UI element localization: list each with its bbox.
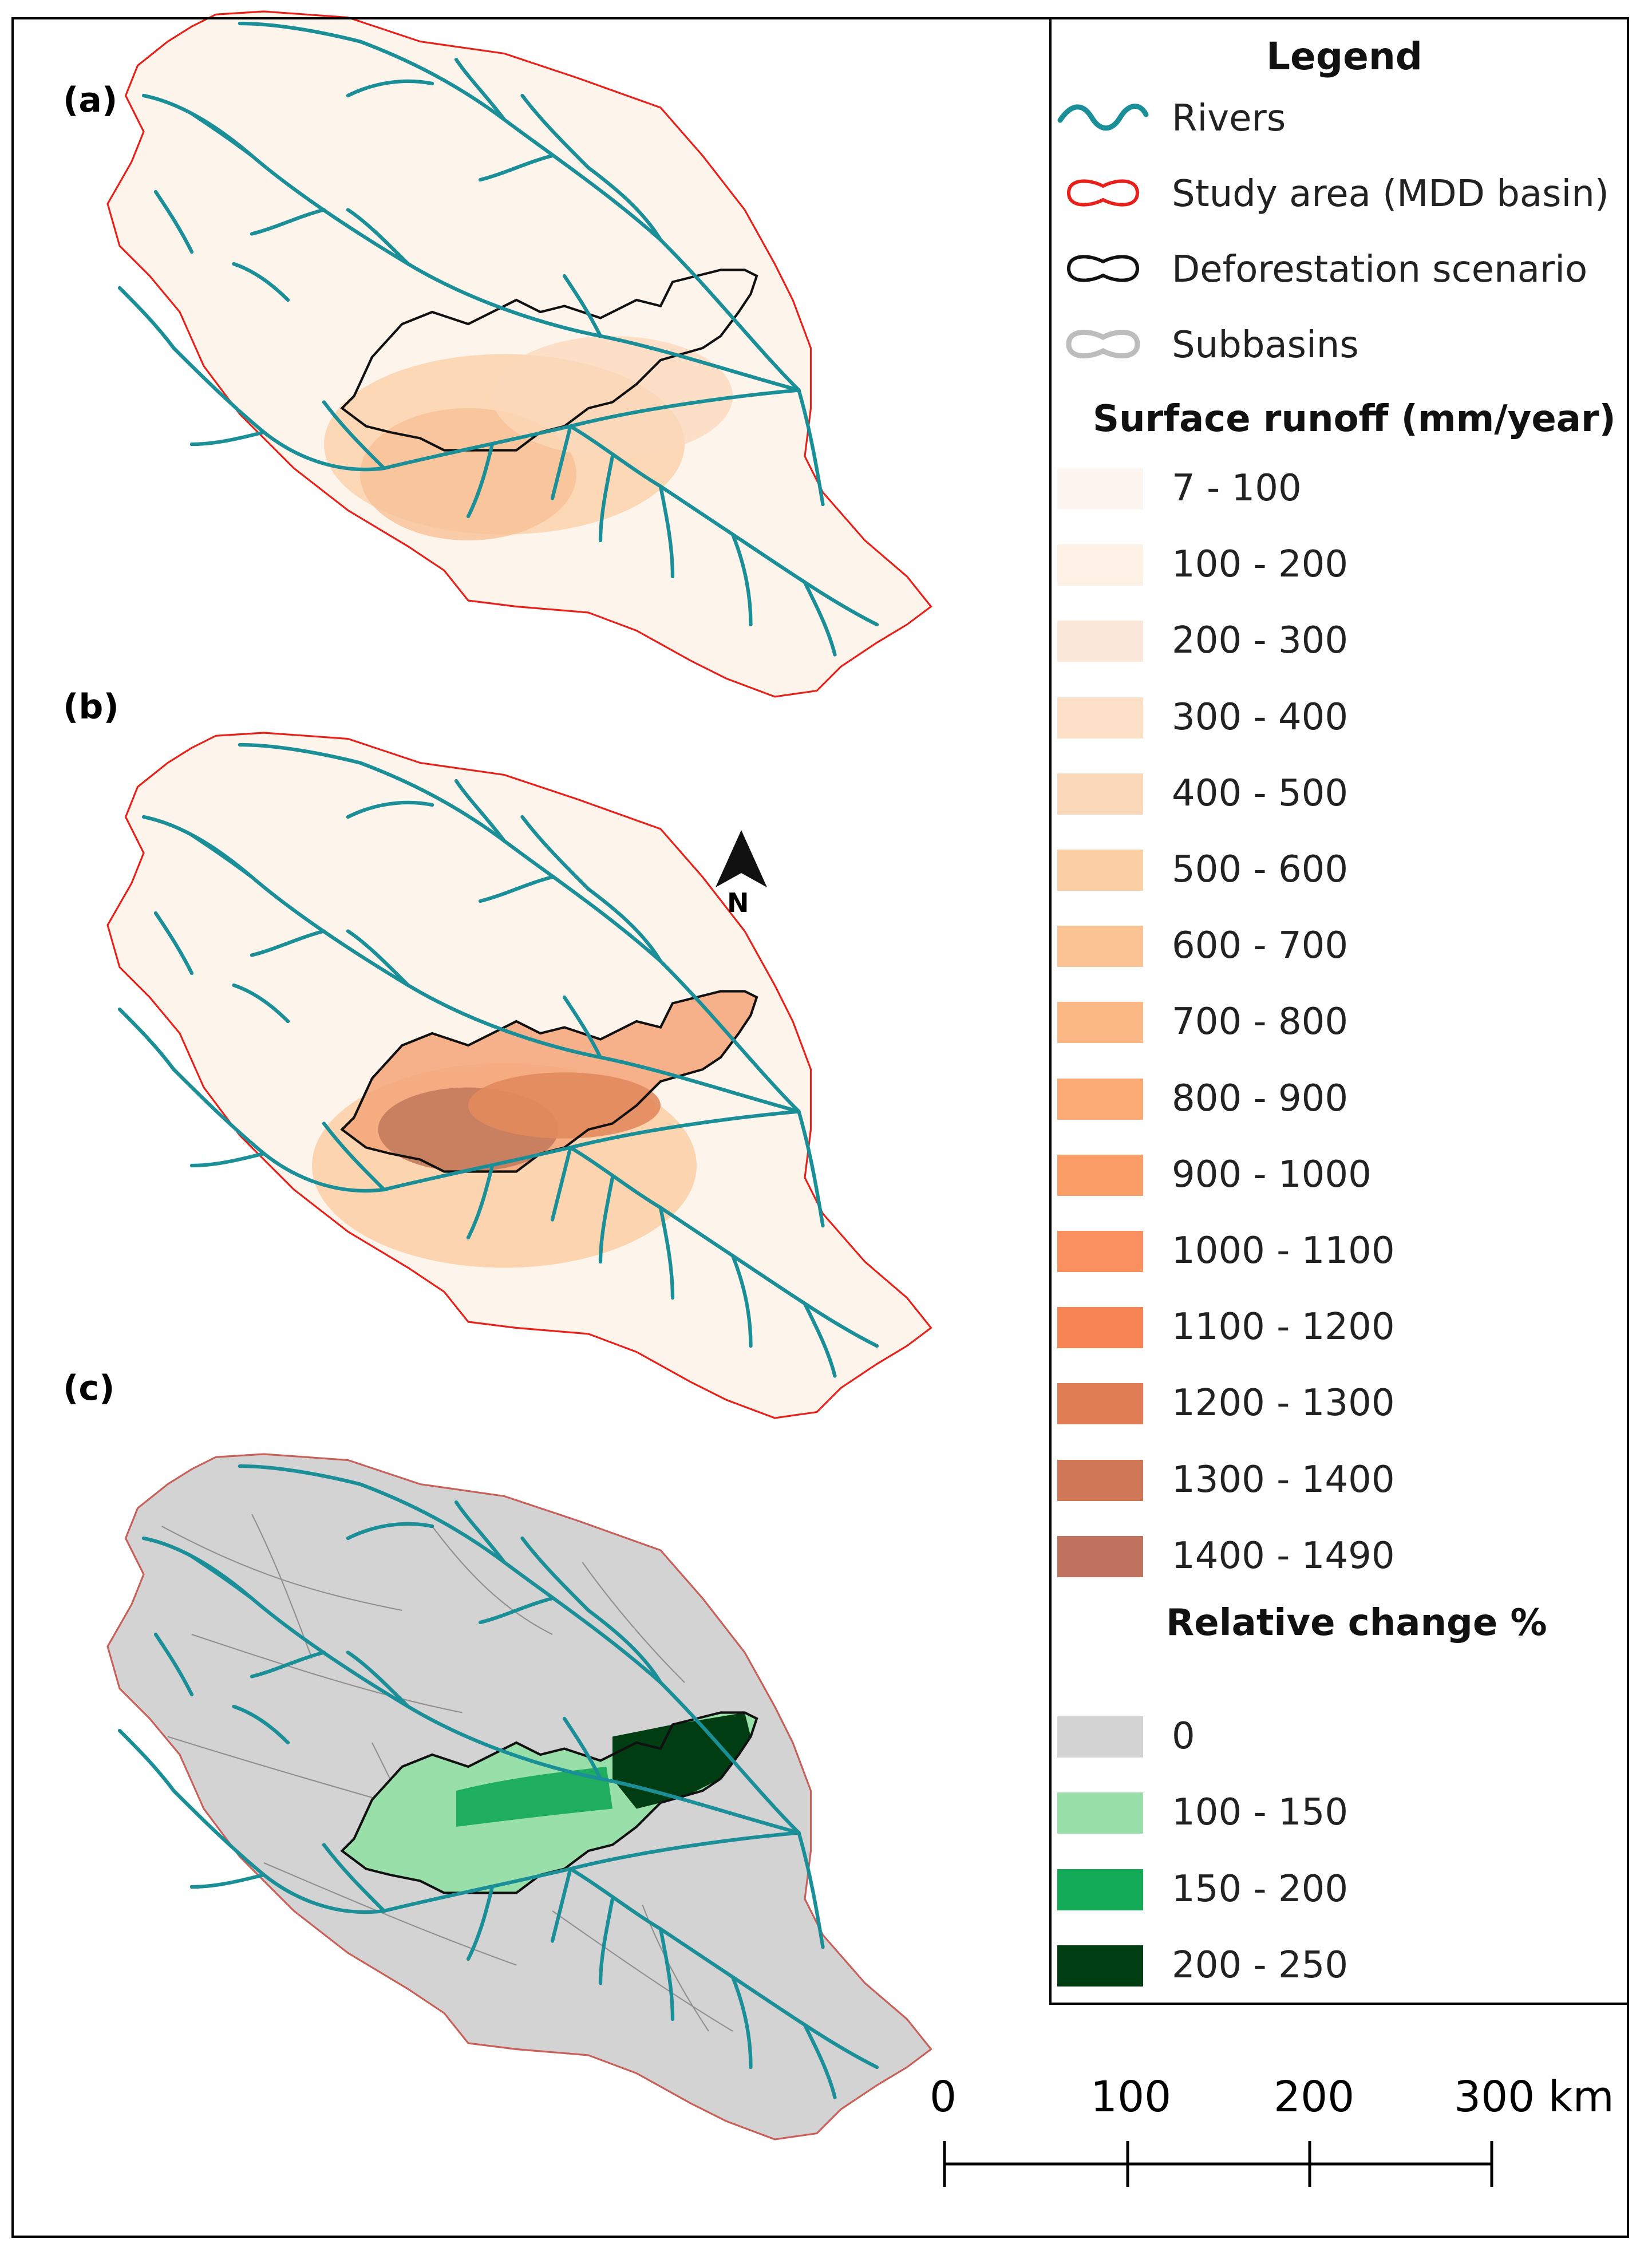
- change-swatch: [1057, 1945, 1143, 1987]
- subbasin-outline-icon: [1066, 329, 1140, 359]
- panel-b-map: [106, 732, 932, 1419]
- runoff-class-label: 1400 - 1490: [1172, 1534, 1395, 1577]
- change-title: Relative change %: [1166, 1602, 1547, 1644]
- change-swatch: [1057, 1716, 1143, 1758]
- legend-panel: Legend Rivers Study area (MDD basin) Defor…: [1049, 17, 1627, 2005]
- north-arrow-label: N: [727, 887, 749, 918]
- scale-label-200: 200: [1274, 2072, 1355, 2122]
- runoff-class-label: 900 - 1000: [1172, 1153, 1372, 1196]
- runoff-swatch: [1057, 1307, 1143, 1349]
- runoff-class-label: 7 - 100: [1172, 467, 1302, 510]
- runoff-swatch: [1057, 621, 1143, 662]
- panel-label-a: (a): [63, 80, 118, 120]
- legend-symbol-label: Subbasins: [1172, 324, 1359, 366]
- legend-title: Legend: [1266, 34, 1423, 78]
- runoff-class-label: 1300 - 1400: [1172, 1458, 1395, 1501]
- runoff-class-label: 1100 - 1200: [1172, 1306, 1395, 1349]
- runoff-swatch: [1057, 1383, 1143, 1425]
- runoff-swatch: [1057, 1231, 1143, 1272]
- runoff-swatch: [1057, 1459, 1143, 1501]
- scale-label-100: 100: [1090, 2072, 1172, 2122]
- panel-a-map: [106, 10, 932, 698]
- runoff-class-label: 100 - 200: [1172, 543, 1349, 586]
- runoff-class-label: 500 - 600: [1172, 848, 1349, 891]
- runoff-swatch: [1057, 544, 1143, 586]
- river-line-icon: [1057, 104, 1149, 131]
- legend-symbol-label: Study area (MDD basin): [1172, 173, 1609, 215]
- runoff-swatch: [1057, 850, 1143, 891]
- runoff-class-label: 800 - 900: [1172, 1077, 1349, 1120]
- runoff-class-label: 600 - 700: [1172, 925, 1349, 967]
- change-class-label: 100 - 150: [1172, 1791, 1349, 1834]
- deforestation-outline-icon: [1066, 255, 1140, 282]
- runoff-class-label: 300 - 400: [1172, 696, 1349, 738]
- change-swatch: [1057, 1792, 1143, 1834]
- runoff-swatch: [1057, 1535, 1143, 1577]
- panel-c-map: [106, 1453, 932, 2141]
- runoff-class-label: 400 - 500: [1172, 772, 1349, 815]
- change-class-label: 150 - 200: [1172, 1867, 1349, 1910]
- scale-bar: [943, 2141, 1493, 2187]
- change-class-label: 200 - 250: [1172, 1944, 1349, 1987]
- scale-label-0: 0: [930, 2072, 957, 2122]
- runoff-swatch: [1057, 773, 1143, 815]
- runoff-swatch: [1057, 926, 1143, 967]
- runoff-class-label: 200 - 300: [1172, 619, 1349, 662]
- runoff-swatch: [1057, 1154, 1143, 1196]
- change-class-label: 0: [1172, 1715, 1195, 1758]
- runoff-swatch: [1057, 1078, 1143, 1120]
- legend-symbol-label: Rivers: [1172, 97, 1286, 140]
- study-area-outline-icon: [1066, 179, 1140, 207]
- runoff-class-label: 1000 - 1100: [1172, 1230, 1395, 1272]
- runoff-swatch: [1057, 1002, 1143, 1044]
- legend-symbol-label: Deforestation scenario: [1172, 248, 1588, 291]
- scale-label-300km: 300 km: [1454, 2072, 1614, 2122]
- runoff-swatch: [1057, 697, 1143, 738]
- runoff-swatch: [1057, 468, 1143, 510]
- runoff-title: Surface runoff (mm/year): [1093, 398, 1616, 440]
- north-arrow-icon: [716, 830, 767, 887]
- change-swatch: [1057, 1869, 1143, 1910]
- panel-label-b: (b): [63, 687, 119, 727]
- runoff-class-label: 1200 - 1300: [1172, 1382, 1395, 1425]
- runoff-class-label: 700 - 800: [1172, 1001, 1349, 1044]
- panel-label-c: (c): [63, 1368, 115, 1408]
